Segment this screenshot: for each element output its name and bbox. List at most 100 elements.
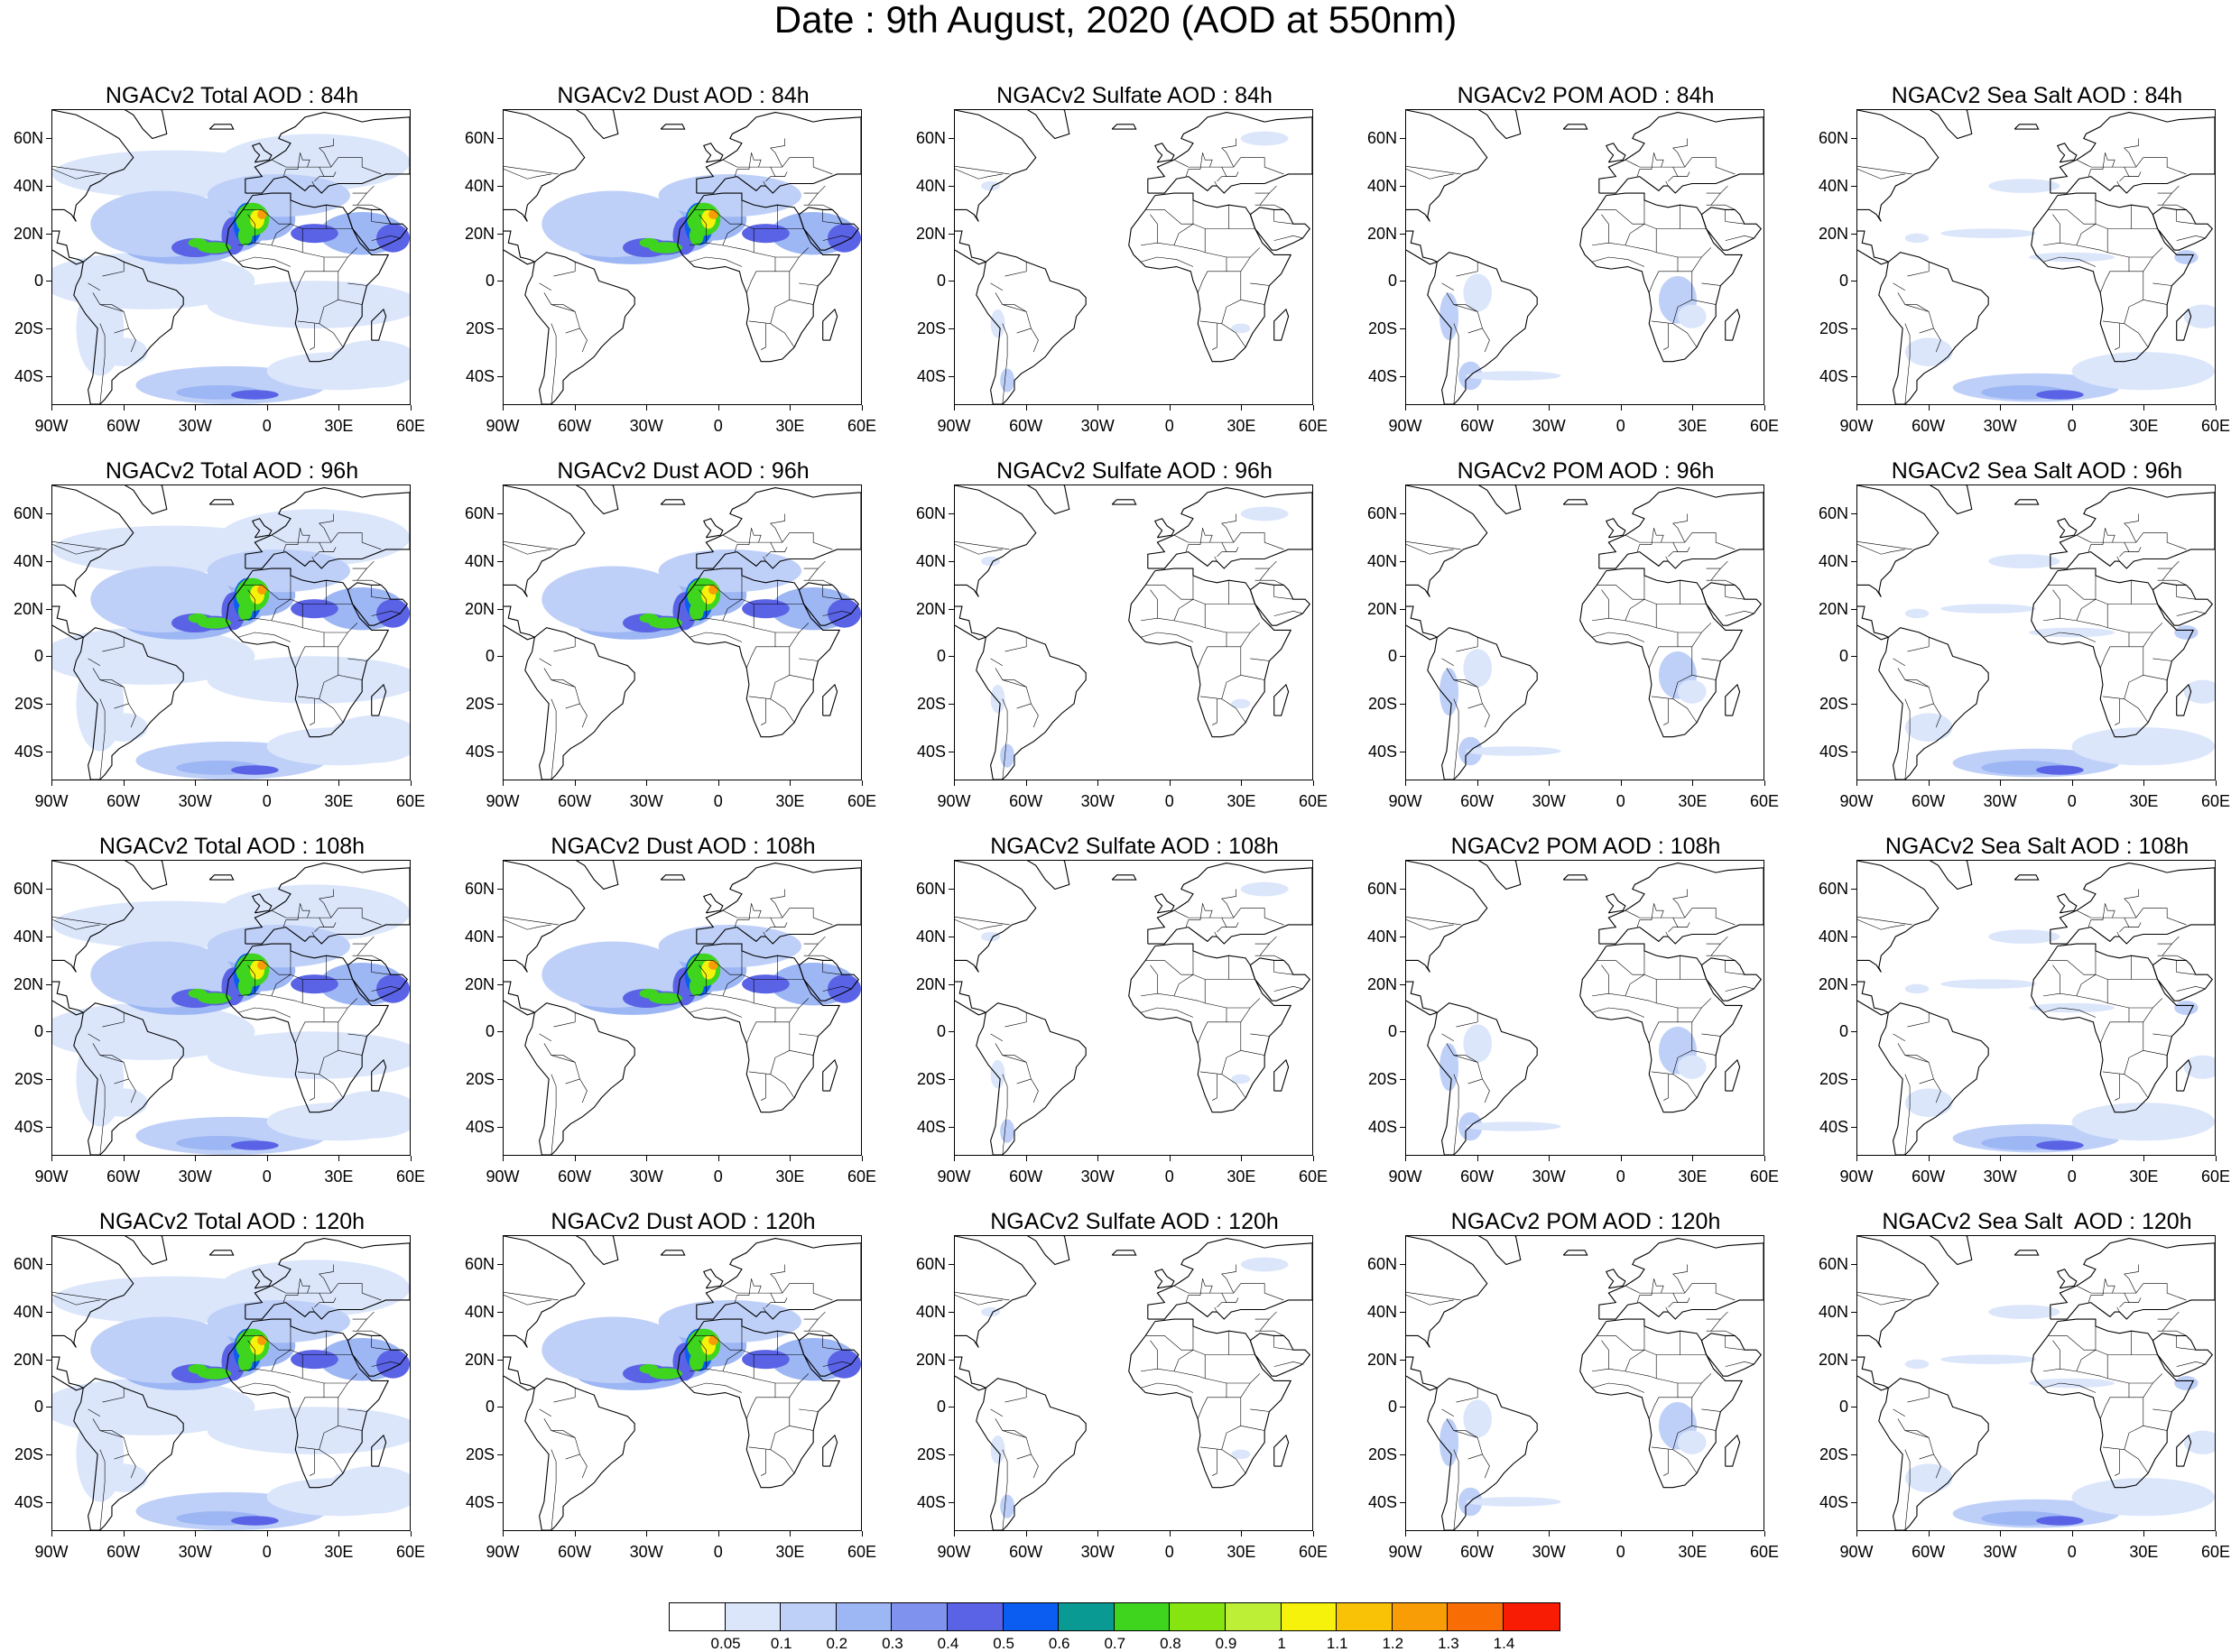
lat-tick-label: 40N [915, 176, 946, 195]
lon-tick-mark [2071, 780, 2073, 786]
lat-tick-mark [1400, 1502, 1405, 1504]
lat-tick-mark [497, 376, 503, 378]
lat-tick-mark [46, 137, 51, 139]
lat-tick-label: 40N [464, 176, 495, 195]
lon-tick-label: 0 [1615, 417, 1625, 435]
panel-title: NGACv2 Dust AOD : 84h [557, 83, 810, 108]
lat-tick-label: 20S [465, 1445, 495, 1464]
lon-tick-label: 60E [2200, 792, 2231, 810]
lat-tick-label: 60N [13, 503, 43, 522]
lat-tick-label: 0 [1838, 1022, 1848, 1041]
lon-tick-mark [1241, 1156, 1243, 1161]
lon-tick-label: 60W [106, 417, 141, 435]
aod-field [52, 485, 410, 780]
lat-tick-mark [1851, 704, 1856, 706]
lat-tick-mark [1400, 704, 1405, 706]
lon-tick-label: 30W [1080, 1167, 1115, 1186]
lon-tick-mark [954, 1531, 955, 1537]
lat-tick-label: 40S [1819, 367, 1848, 386]
borders [955, 1264, 1303, 1530]
lon-tick-label: 60E [847, 1543, 877, 1561]
lon-tick-label: 60E [847, 417, 877, 435]
lat-tick-mark [1851, 888, 1856, 890]
coastlines [504, 861, 861, 1155]
lat-tick-label: 60N [464, 1254, 495, 1273]
lon-tick-label: 90W [1388, 417, 1422, 435]
lon-tick-label: 60E [2200, 1543, 2231, 1561]
lon-tick-label: 30E [1678, 792, 1708, 810]
lon-tick-mark [1692, 1531, 1694, 1537]
coastlines [955, 485, 1312, 780]
lat-tick-mark [497, 1127, 503, 1129]
aod-field [52, 110, 410, 404]
panel-title: NGACv2 Total AOD : 84h [105, 83, 359, 108]
lon-tick-mark [123, 405, 125, 411]
colorbar-swatch [725, 1603, 782, 1630]
aod-map [1405, 485, 1764, 780]
lon-tick-mark [123, 780, 125, 786]
lon-tick-mark [574, 1531, 576, 1537]
lat-tick-mark [1851, 376, 1856, 378]
lat-tick-label: 60N [464, 503, 495, 522]
borders [1406, 513, 1754, 780]
lon-tick-label: 60E [1749, 1543, 1780, 1561]
lon-tick-label: 0 [1615, 1167, 1625, 1186]
lat-tick-label: 40S [1819, 743, 1848, 761]
lon-tick-label: 30E [2129, 1543, 2159, 1561]
lon-tick-mark [1477, 780, 1478, 786]
lon-tick-mark [1097, 405, 1099, 411]
panel-title: NGACv2 POM AOD : 96h [1457, 458, 1715, 484]
coastlines [504, 485, 861, 780]
lon-tick-label: 30W [629, 1543, 663, 1561]
lat-tick-mark [497, 888, 503, 890]
lat-tick-mark [949, 560, 954, 562]
lon-tick-label: 0 [262, 1543, 272, 1561]
lon-tick-mark [1620, 1531, 1622, 1537]
lon-tick-label: 90W [1839, 1543, 1874, 1561]
lat-tick-label: 0 [1387, 647, 1397, 666]
lon-tick-mark [266, 1156, 268, 1161]
lat-tick-label: 60N [1818, 1254, 1848, 1273]
panel-title: NGACv2 Sulfate AOD : 96h [996, 458, 1273, 484]
lon-tick-label: 60E [1749, 792, 1780, 810]
colorbar-swatch [1225, 1603, 1282, 1630]
lon-tick-mark [411, 1156, 412, 1161]
aod-field [504, 110, 861, 404]
lat-tick-mark [497, 656, 503, 658]
lat-tick-mark [1851, 1127, 1856, 1129]
map-panel-pom: NGACv2 POM AOD : 96h 60N 40N 20N 0 20S 40S 90W 6… [1354, 455, 1805, 831]
lon-tick-label: 60E [395, 1167, 426, 1186]
panel-title: NGACv2 Sea Salt AOD : 108h [1884, 834, 2189, 859]
coastlines [52, 110, 410, 404]
lat-tick-label: 20N [915, 1350, 946, 1369]
lon-tick-label: 60W [106, 792, 141, 810]
colorbar-label: 1 [1277, 1635, 1286, 1652]
lat-tick-mark [497, 328, 503, 330]
lon-tick-mark [266, 780, 268, 786]
map-panel-total: NGACv2 Total AOD : 120h 60N 40N 20N 0 20S 40S 9… [0, 1205, 451, 1582]
map-panel-pom: NGACv2 POM AOD : 120h 60N 40N 20N 0 20S 40S 90W… [1354, 1205, 1805, 1582]
lon-tick-label: 30E [775, 417, 805, 435]
lon-tick-label: 90W [937, 792, 971, 810]
lon-tick-mark [1313, 405, 1314, 411]
lon-tick-label: 60E [395, 417, 426, 435]
lon-tick-label: 0 [713, 417, 723, 435]
lat-tick-label: 60N [1366, 503, 1397, 522]
lon-tick-mark [1241, 780, 1243, 786]
lat-tick-label: 20N [1818, 599, 1848, 618]
lon-tick-mark [1313, 780, 1314, 786]
lon-tick-mark [2216, 1156, 2217, 1161]
lat-tick-label: 40S [14, 1118, 43, 1137]
lon-tick-mark [1477, 405, 1478, 411]
map-panel-dust: NGACv2 Dust AOD : 120h 60N 40N 20N 0 20S 40S 90… [451, 1205, 903, 1582]
lat-tick-mark [949, 1127, 954, 1129]
lat-tick-mark [1851, 185, 1856, 187]
aod-field [504, 1236, 861, 1530]
lon-tick-mark [574, 780, 576, 786]
borders [1406, 889, 1754, 1155]
coastlines [955, 861, 1312, 1155]
lon-tick-label: 90W [34, 417, 69, 435]
map-panel-sulfate: NGACv2 Sulfate AOD : 120h 60N 40N 20N 0 20S 40… [903, 1205, 1354, 1582]
lon-tick-mark [2071, 1156, 2073, 1161]
lat-tick-label: 20N [13, 599, 43, 618]
